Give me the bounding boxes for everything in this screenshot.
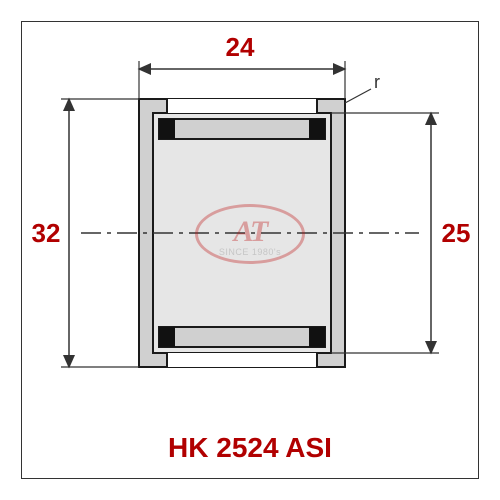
dim-width-label: 24 [200,32,280,63]
roller-bottom [159,327,325,347]
r-leader [345,89,371,103]
dim-outer-height-label: 32 [26,218,66,249]
roller-top [159,119,325,139]
cage-square-tl [159,119,175,139]
radius-label: r [374,72,380,93]
dim-inner-height-label: 25 [436,218,476,249]
bearing-diagram [21,21,479,479]
cage-square-br [309,327,325,347]
cage-square-tr [309,119,325,139]
cage-square-bl [159,327,175,347]
part-title: HK 2524 ASI [0,432,500,464]
